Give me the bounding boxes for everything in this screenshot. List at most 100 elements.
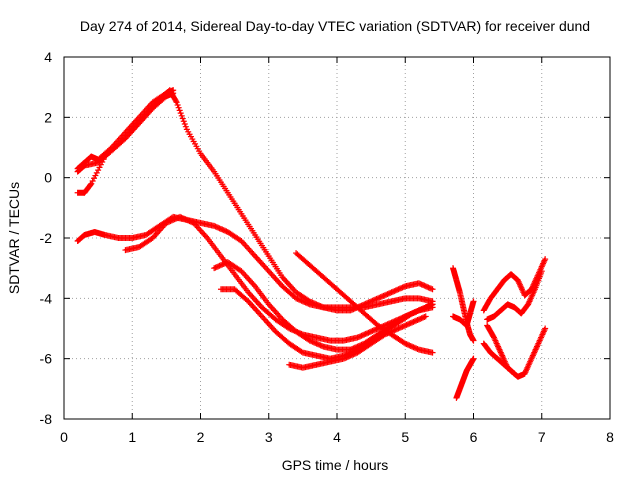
data-point: [149, 221, 169, 241]
data-point: [272, 328, 291, 346]
data-point: [422, 313, 429, 320]
data-point: [238, 268, 257, 288]
data-point: [245, 289, 264, 309]
data-point: [293, 250, 312, 267]
data-point: [361, 301, 380, 311]
data-point: [299, 362, 319, 371]
series-track-p: [484, 322, 518, 377]
data-point: [81, 229, 97, 238]
data-point: [279, 274, 298, 294]
data-point: [183, 126, 203, 155]
data-point: [320, 343, 339, 353]
data-point: [224, 228, 244, 244]
data-point: [538, 268, 545, 275]
series-track-j: [450, 265, 477, 344]
data-point: [415, 280, 435, 292]
y-tick-label: -6: [40, 351, 53, 367]
data-point: [258, 313, 278, 334]
data-point: [245, 298, 264, 318]
data-point: [211, 259, 230, 272]
x-tick-label: 1: [128, 429, 136, 445]
y-tick-label: 2: [44, 109, 52, 125]
data-point: [265, 253, 285, 279]
data-point: [177, 213, 196, 226]
data-point: [265, 301, 285, 321]
data-point: [293, 328, 312, 343]
data-point: [81, 159, 100, 169]
data-point: [286, 340, 305, 355]
data-point: [173, 99, 189, 130]
data-point: [74, 160, 87, 172]
data-point: [142, 223, 162, 238]
data-point: [170, 90, 177, 97]
data-point: [293, 295, 312, 307]
series-track-a: [74, 87, 436, 314]
data-point: [531, 269, 545, 293]
data-point: [327, 352, 346, 362]
series-track-e: [122, 213, 436, 344]
y-tick-label: 0: [44, 170, 52, 186]
data-point: [340, 350, 360, 362]
data-point: [484, 322, 497, 340]
data-point: [484, 313, 497, 323]
data-point: [108, 136, 128, 154]
data-point: [320, 274, 339, 292]
data-point: [453, 386, 463, 401]
data-point: [429, 286, 436, 293]
data-point: [422, 301, 435, 311]
data-point: [450, 265, 460, 283]
series-track-i: [286, 313, 429, 371]
data-point: [521, 357, 534, 377]
data-point: [497, 301, 510, 314]
data-point: [409, 304, 428, 317]
data-point: [313, 358, 332, 368]
data-point: [542, 256, 549, 263]
data-point: [525, 287, 538, 308]
data-point: [279, 283, 298, 301]
data-point: [480, 340, 493, 355]
x-tick-label: 5: [401, 429, 409, 445]
data-point: [286, 361, 305, 371]
data-point: [91, 228, 107, 238]
data-point: [361, 310, 380, 328]
data-point: [415, 295, 435, 305]
data-point: [95, 148, 114, 166]
data-point: [388, 283, 407, 296]
data-point: [463, 362, 473, 374]
data-point: [374, 289, 394, 302]
data-point: [265, 268, 285, 288]
data-point: [136, 235, 155, 251]
data-point: [429, 301, 436, 308]
data-point: [487, 287, 500, 302]
x-tick-label: 3: [265, 429, 273, 445]
y-tick-label: -8: [40, 411, 53, 427]
data-point: [415, 346, 435, 356]
y-axis-label: SDTVAR / TECUs: [6, 182, 22, 294]
data-point: [456, 289, 466, 309]
data-point: [429, 349, 436, 356]
data-point: [163, 87, 176, 97]
x-tick-label: 7: [538, 429, 546, 445]
x-axis-label: GPS time / hours: [282, 457, 389, 473]
data-point: [497, 349, 510, 370]
data-point: [224, 189, 244, 215]
data-point: [81, 181, 94, 196]
data-point: [374, 298, 394, 308]
x-tick-label: 0: [60, 429, 68, 445]
series-track-m: [480, 256, 549, 314]
data-point: [74, 163, 87, 175]
data-point: [197, 150, 216, 173]
x-tick-label: 6: [470, 429, 478, 445]
data-point: [514, 277, 528, 297]
data-point: [395, 320, 414, 332]
series-track-c: [74, 90, 177, 175]
data-point: [272, 316, 291, 331]
data-point: [95, 145, 114, 163]
data-point: [313, 334, 332, 344]
data-point: [197, 219, 216, 229]
x-tick-label: 8: [606, 429, 614, 445]
data-point: [231, 271, 250, 294]
data-point: [480, 296, 493, 314]
data-point: [402, 340, 421, 353]
data-point: [136, 106, 155, 127]
